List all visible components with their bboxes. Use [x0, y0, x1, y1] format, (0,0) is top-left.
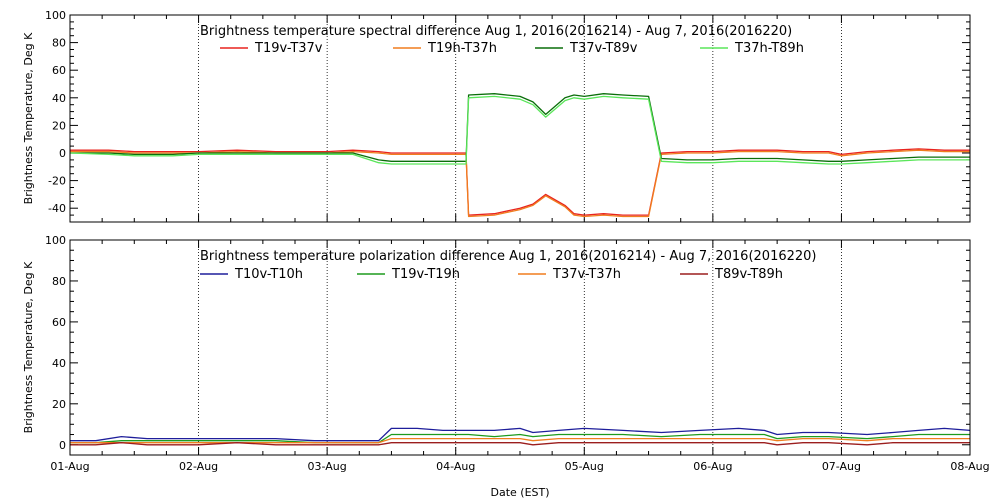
- plot-frame: [69, 14, 971, 223]
- legend-label: T10v-T10h: [234, 267, 303, 282]
- y-tick-label: 0: [59, 439, 66, 452]
- y-tick-label: 20: [52, 398, 66, 411]
- y-tick-label: 0: [59, 147, 66, 160]
- y-tick-label: 20: [52, 119, 66, 132]
- legend-label: T37v-T37h: [552, 267, 621, 282]
- legend-label: T37h-T89h: [734, 41, 804, 56]
- y-tick-label: 40: [52, 357, 66, 370]
- y-tick-label: 100: [45, 9, 66, 22]
- chart-panel-1: -40 -20 0 20 40 60 80 100 Brightness temperature…: [22, 9, 971, 223]
- chart-panel-2: 0 20 40 60 80 100 01-Aug 02-Aug 03-Aug 04-Aug 05-A…: [22, 234, 990, 499]
- series-line-t10v-t10h: [70, 427, 971, 442]
- x-tick-label: 07-Aug: [822, 460, 861, 473]
- plot-frame: [69, 239, 971, 456]
- x-tick-label: 01-Aug: [50, 460, 89, 473]
- series-line-t19v-t19h: [70, 433, 970, 444]
- chart-title: Brightness temperature spectral differen…: [200, 24, 792, 39]
- y-tick-label: 80: [52, 275, 66, 288]
- y-axis-label: Brightness Temperature, Deg K: [22, 261, 35, 433]
- y-tick-label: -20: [48, 175, 66, 188]
- x-tick-label: 03-Aug: [308, 460, 347, 473]
- x-tick-label: 02-Aug: [179, 460, 218, 473]
- y-axis-label: Brightness Temperature, Deg K: [22, 32, 35, 204]
- x-tick-label: 06-Aug: [693, 460, 732, 473]
- series-line-t37v-t89v: [70, 93, 970, 162]
- y-tick-label: 60: [52, 316, 66, 329]
- series-line-t19v-t37v: [70, 148, 970, 216]
- series-line-t37h-t89h: [69, 95, 970, 165]
- legend-label: T19v-T19h: [391, 267, 460, 282]
- chart-title: Brightness temperature polarization diff…: [200, 249, 817, 264]
- y-tick-label: 80: [52, 37, 66, 50]
- x-axis-label: Date (EST): [490, 486, 549, 499]
- series-line-t37v-t37h: [70, 437, 970, 444]
- x-tick-label: 04-Aug: [436, 460, 475, 473]
- y-tick-label: 60: [52, 64, 66, 77]
- legend-label: T37v-T89v: [569, 41, 638, 56]
- x-tick-label: 08-Aug: [950, 460, 989, 473]
- y-tick-label: -40: [48, 202, 66, 215]
- legend-label: T19v-T37v: [254, 41, 323, 56]
- legend-label: T89v-T89h: [714, 267, 783, 282]
- legend-label: T19h-T37h: [427, 41, 497, 56]
- series-line-t89v-t89h: [70, 442, 970, 446]
- y-tick-label: 40: [52, 92, 66, 105]
- y-tick-label: 100: [45, 234, 66, 247]
- x-tick-label: 05-Aug: [565, 460, 604, 473]
